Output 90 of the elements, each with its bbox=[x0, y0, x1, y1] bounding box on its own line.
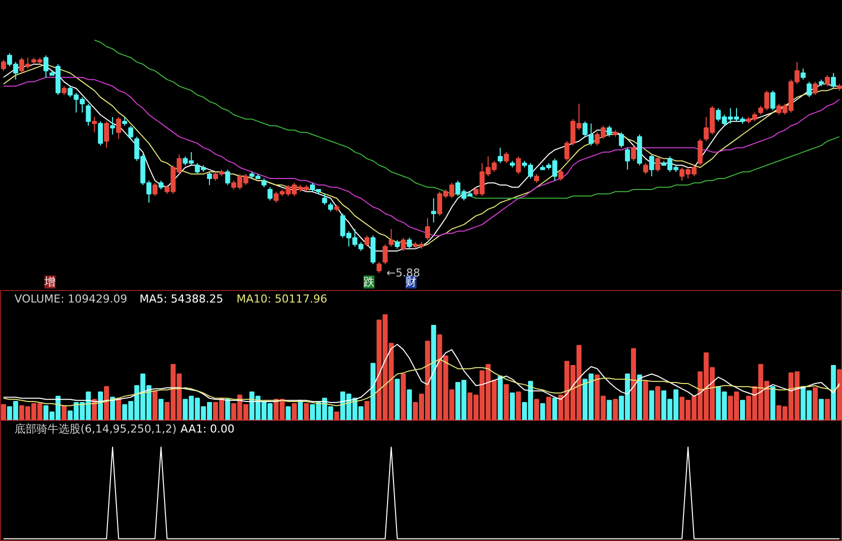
candlestick bbox=[98, 120, 103, 146]
bar bbox=[540, 403, 546, 420]
candlestick bbox=[830, 72, 836, 89]
bar bbox=[534, 398, 540, 420]
candlestick bbox=[86, 103, 91, 126]
bar bbox=[286, 406, 291, 420]
bar bbox=[292, 403, 297, 420]
text: AA1: 0.00 bbox=[180, 422, 235, 436]
bar bbox=[612, 398, 618, 420]
candlestick bbox=[92, 116, 97, 133]
bar bbox=[637, 374, 642, 420]
bar bbox=[836, 369, 842, 420]
candlestick bbox=[655, 156, 660, 172]
bar bbox=[740, 400, 746, 420]
bar bbox=[824, 398, 830, 420]
candlestick bbox=[498, 147, 503, 164]
bar bbox=[110, 396, 116, 420]
bar bbox=[649, 390, 654, 420]
candlestick bbox=[806, 81, 812, 98]
bar bbox=[298, 400, 303, 420]
candlestick bbox=[516, 156, 521, 175]
candlestick bbox=[618, 132, 624, 148]
bar bbox=[431, 324, 436, 420]
candlestick bbox=[43, 54, 48, 78]
candlestick bbox=[206, 171, 212, 186]
text: 增 bbox=[44, 276, 56, 288]
bar bbox=[510, 392, 515, 420]
candlestick bbox=[431, 198, 436, 223]
bar bbox=[158, 398, 164, 420]
bar bbox=[498, 376, 503, 420]
candlestick bbox=[225, 169, 230, 186]
bar bbox=[334, 412, 340, 420]
candlestick bbox=[770, 90, 776, 111]
candlestick bbox=[649, 154, 654, 177]
bar bbox=[606, 400, 612, 420]
candlestick bbox=[504, 152, 509, 164]
candlestick bbox=[425, 218, 430, 240]
candlestick bbox=[388, 228, 394, 248]
bar bbox=[1, 404, 6, 420]
text: 跌 bbox=[364, 276, 374, 288]
bar bbox=[98, 391, 103, 420]
candlestick bbox=[322, 193, 328, 206]
bar bbox=[406, 389, 412, 420]
candlestick bbox=[800, 68, 806, 80]
bar bbox=[516, 391, 521, 420]
bar bbox=[116, 398, 122, 420]
bar bbox=[552, 398, 558, 420]
candlestick bbox=[643, 162, 648, 175]
bar bbox=[631, 348, 636, 420]
candlestick bbox=[116, 116, 122, 140]
chart-title: VOLUME: 109429.09 bbox=[14, 292, 128, 306]
bar bbox=[770, 386, 776, 420]
candlestick bbox=[152, 182, 158, 197]
bar bbox=[812, 387, 818, 420]
candlestick bbox=[558, 169, 564, 182]
bar bbox=[225, 398, 230, 420]
bar bbox=[152, 390, 158, 420]
bar bbox=[830, 365, 836, 420]
candlestick bbox=[1, 59, 6, 72]
bar bbox=[504, 384, 509, 420]
candlestick bbox=[128, 125, 134, 140]
candlestick bbox=[400, 237, 406, 252]
candlestick bbox=[104, 120, 110, 148]
candlestick bbox=[824, 74, 830, 87]
chart-title: 底部骑牛选股(6,14,95,250,1,2) bbox=[14, 422, 177, 436]
bar bbox=[304, 403, 309, 420]
bar bbox=[364, 400, 370, 420]
bar bbox=[62, 405, 67, 420]
text: 财 bbox=[406, 276, 416, 288]
text: MA10: 50117.96 bbox=[236, 292, 328, 306]
bar bbox=[400, 373, 406, 420]
candlestick bbox=[268, 186, 273, 201]
bar bbox=[655, 386, 660, 420]
bar bbox=[818, 398, 824, 420]
candlestick bbox=[606, 125, 612, 138]
candlestick bbox=[812, 81, 818, 96]
bar bbox=[643, 380, 648, 420]
bar bbox=[370, 362, 376, 420]
candlestick bbox=[406, 237, 412, 250]
candlestick bbox=[624, 147, 630, 170]
bar bbox=[546, 396, 552, 420]
candlestick bbox=[382, 244, 388, 265]
candlestick bbox=[698, 138, 703, 166]
bar bbox=[104, 386, 110, 420]
candlestick bbox=[376, 261, 382, 274]
candlestick bbox=[364, 235, 370, 248]
bar bbox=[394, 378, 400, 420]
candlestick bbox=[631, 145, 636, 162]
text: MA5: 54388.25 bbox=[140, 292, 224, 306]
candlestick bbox=[110, 116, 116, 136]
